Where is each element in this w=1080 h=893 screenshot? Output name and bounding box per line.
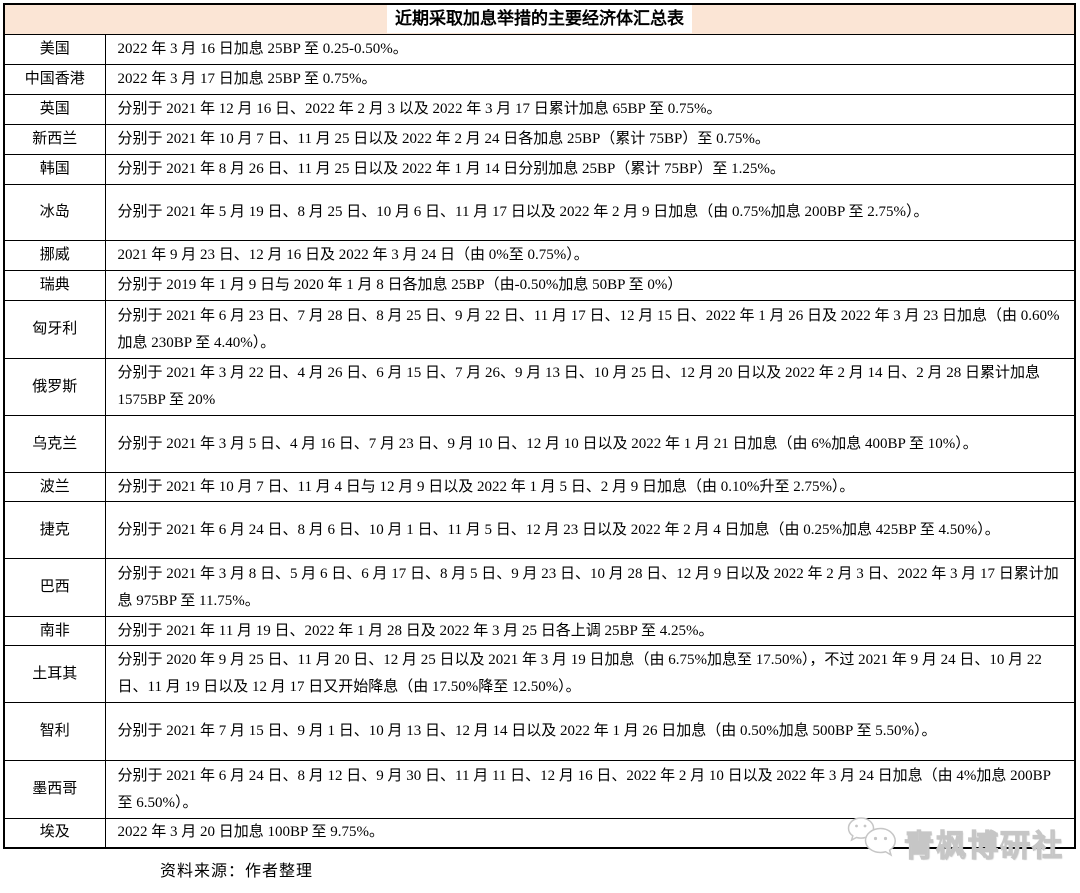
measures-cell: 分别于 2021 年 10 月 7 日、11 月 4 日与 12 月 9 日以及… (104, 472, 1076, 502)
measures-cell: 分别于 2021 年 6 月 23 日、7 月 28 日、8 月 25 日、9 … (104, 300, 1076, 359)
economy-cell: 土耳其 (3, 645, 106, 703)
table-title-row: 近期采取加息举措的主要经济体汇总表 (3, 3, 1076, 35)
table-row: 土耳其 分别于 2020 年 9 月 25 日、11 月 20 日、12 月 2… (3, 645, 1076, 703)
economy-cell: 巴西 (3, 558, 106, 617)
measures-cell: 分别于 2021 年 8 月 26 日、11 月 25 日以及 2022 年 1… (104, 154, 1076, 185)
measures-cell: 2021 年 9 月 23 日、12 月 16 日及 2022 年 3 月 24… (104, 240, 1076, 271)
wechat-icon (846, 814, 902, 871)
measures-cell: 分别于 2021 年 3 月 22 日、4 月 26 日、6 月 15 日、7 … (104, 358, 1076, 416)
table-row: 墨西哥 分别于 2021 年 6 月 24 日、8 月 12 日、9 月 30 … (3, 760, 1076, 819)
source-note: 资料来源：作者整理 (160, 863, 314, 880)
economy-cell: 美国 (3, 34, 106, 65)
measures-cell: 分别于 2019 年 1 月 9 日与 2020 年 1 月 8 日各加息 25… (104, 270, 1076, 301)
measures-cell: 分别于 2021 年 3 月 5 日、4 月 16 日、7 月 23 日、9 月… (104, 415, 1076, 473)
table-row: 瑞典 分别于 2019 年 1 月 9 日与 2020 年 1 月 8 日各加息… (3, 270, 1076, 301)
economy-cell: 乌克兰 (3, 415, 106, 473)
table-row: 中国香港 2022 年 3 月 17 日加息 25BP 至 0.75%。 (3, 64, 1076, 95)
economy-cell: 埃及 (3, 818, 106, 848)
economy-cell: 挪威 (3, 240, 106, 271)
table-row: 匈牙利 分别于 2021 年 6 月 23 日、7 月 28 日、8 月 25 … (3, 300, 1076, 359)
economy-cell: 冰岛 (3, 184, 106, 241)
economy-cell: 墨西哥 (3, 760, 106, 819)
table-row: 韩国 分别于 2021 年 8 月 26 日、11 月 25 日以及 2022 … (3, 154, 1076, 185)
economy-cell: 匈牙利 (3, 300, 106, 359)
table-row: 智利 分别于 2021 年 7 月 15 日、9 月 1 日、10 月 13 日… (3, 702, 1076, 761)
table-row: 挪威 2021 年 9 月 23 日、12 月 16 日及 2022 年 3 月… (3, 240, 1076, 271)
table-row: 波兰 分别于 2021 年 10 月 7 日、11 月 4 日与 12 月 9 … (3, 472, 1076, 502)
table-row: 南非 分别于 2021 年 11 月 19 日、2022 年 1 月 28 日及… (3, 616, 1076, 646)
economy-cell: 南非 (3, 616, 106, 646)
table-row: 英国 分别于 2021 年 12 月 16 日、2022 年 2 月 3 以及 … (3, 94, 1076, 125)
table-row: 乌克兰 分别于 2021 年 3 月 5 日、4 月 16 日、7 月 23 日… (3, 415, 1076, 473)
measures-cell: 分别于 2021 年 6 月 24 日、8 月 12 日、9 月 30 日、11… (104, 760, 1076, 819)
economy-cell: 韩国 (3, 154, 106, 185)
measures-cell: 2022 年 3 月 20 日加息 100BP 至 9.75%。 (104, 818, 1076, 848)
economy-cell: 瑞典 (3, 270, 106, 301)
table-row: 巴西 分别于 2021 年 3 月 8 日、5 月 6 日、6 月 17 日、8… (3, 558, 1076, 617)
page-title: 近期采取加息举措的主要经济体汇总表 (387, 5, 692, 33)
economy-cell: 俄罗斯 (3, 358, 106, 416)
rate-hike-table: 近期采取加息举措的主要经济体汇总表 美国 2022 年 3 月 16 日加息 2… (3, 3, 1076, 849)
measures-cell: 分别于 2020 年 9 月 25 日、11 月 20 日、12 月 25 日以… (104, 645, 1076, 703)
table-row: 冰岛 分别于 2021 年 5 月 19 日、8 月 25 日、10 月 6 日… (3, 184, 1076, 241)
table-row: 俄罗斯 分别于 2021 年 3 月 22 日、4 月 26 日、6 月 15 … (3, 358, 1076, 416)
economy-cell: 波兰 (3, 472, 106, 502)
watermark: 青枫博研社 (846, 814, 1064, 871)
economy-cell: 捷克 (3, 501, 106, 559)
table-row: 捷克 分别于 2021 年 6 月 24 日、8 月 6 日、10 月 1 日、… (3, 501, 1076, 559)
table-title-cell: 近期采取加息举措的主要经济体汇总表 (3, 3, 1076, 35)
measures-cell: 分别于 2021 年 5 月 19 日、8 月 25 日、10 月 6 日、11… (104, 184, 1076, 241)
economy-cell: 中国香港 (3, 64, 106, 95)
measures-cell: 分别于 2021 年 7 月 15 日、9 月 1 日、10 月 13 日、12… (104, 702, 1076, 761)
economy-cell: 英国 (3, 94, 106, 125)
economy-cell: 新西兰 (3, 124, 106, 155)
economy-cell: 智利 (3, 702, 106, 761)
measures-cell: 分别于 2021 年 3 月 8 日、5 月 6 日、6 月 17 日、8 月 … (104, 558, 1076, 617)
measures-cell: 分别于 2021 年 11 月 19 日、2022 年 1 月 28 日及 20… (104, 616, 1076, 646)
watermark-brand-text: 青枫博研社 (903, 829, 1064, 863)
measures-cell: 分别于 2021 年 6 月 24 日、8 月 6 日、10 月 1 日、11 … (104, 501, 1076, 559)
table-row: 埃及 2022 年 3 月 20 日加息 100BP 至 9.75%。 (3, 818, 1076, 848)
measures-cell: 2022 年 3 月 16 日加息 25BP 至 0.25-0.50%。 (104, 34, 1076, 65)
table-row: 美国 2022 年 3 月 16 日加息 25BP 至 0.25-0.50%。 (3, 34, 1076, 65)
measures-cell: 2022 年 3 月 17 日加息 25BP 至 0.75%。 (104, 64, 1076, 95)
table-row: 新西兰 分别于 2021 年 10 月 7 日、11 月 25 日以及 2022… (3, 124, 1076, 155)
measures-cell: 分别于 2021 年 10 月 7 日、11 月 25 日以及 2022 年 2… (104, 124, 1076, 155)
measures-cell: 分别于 2021 年 12 月 16 日、2022 年 2 月 3 以及 202… (104, 94, 1076, 125)
